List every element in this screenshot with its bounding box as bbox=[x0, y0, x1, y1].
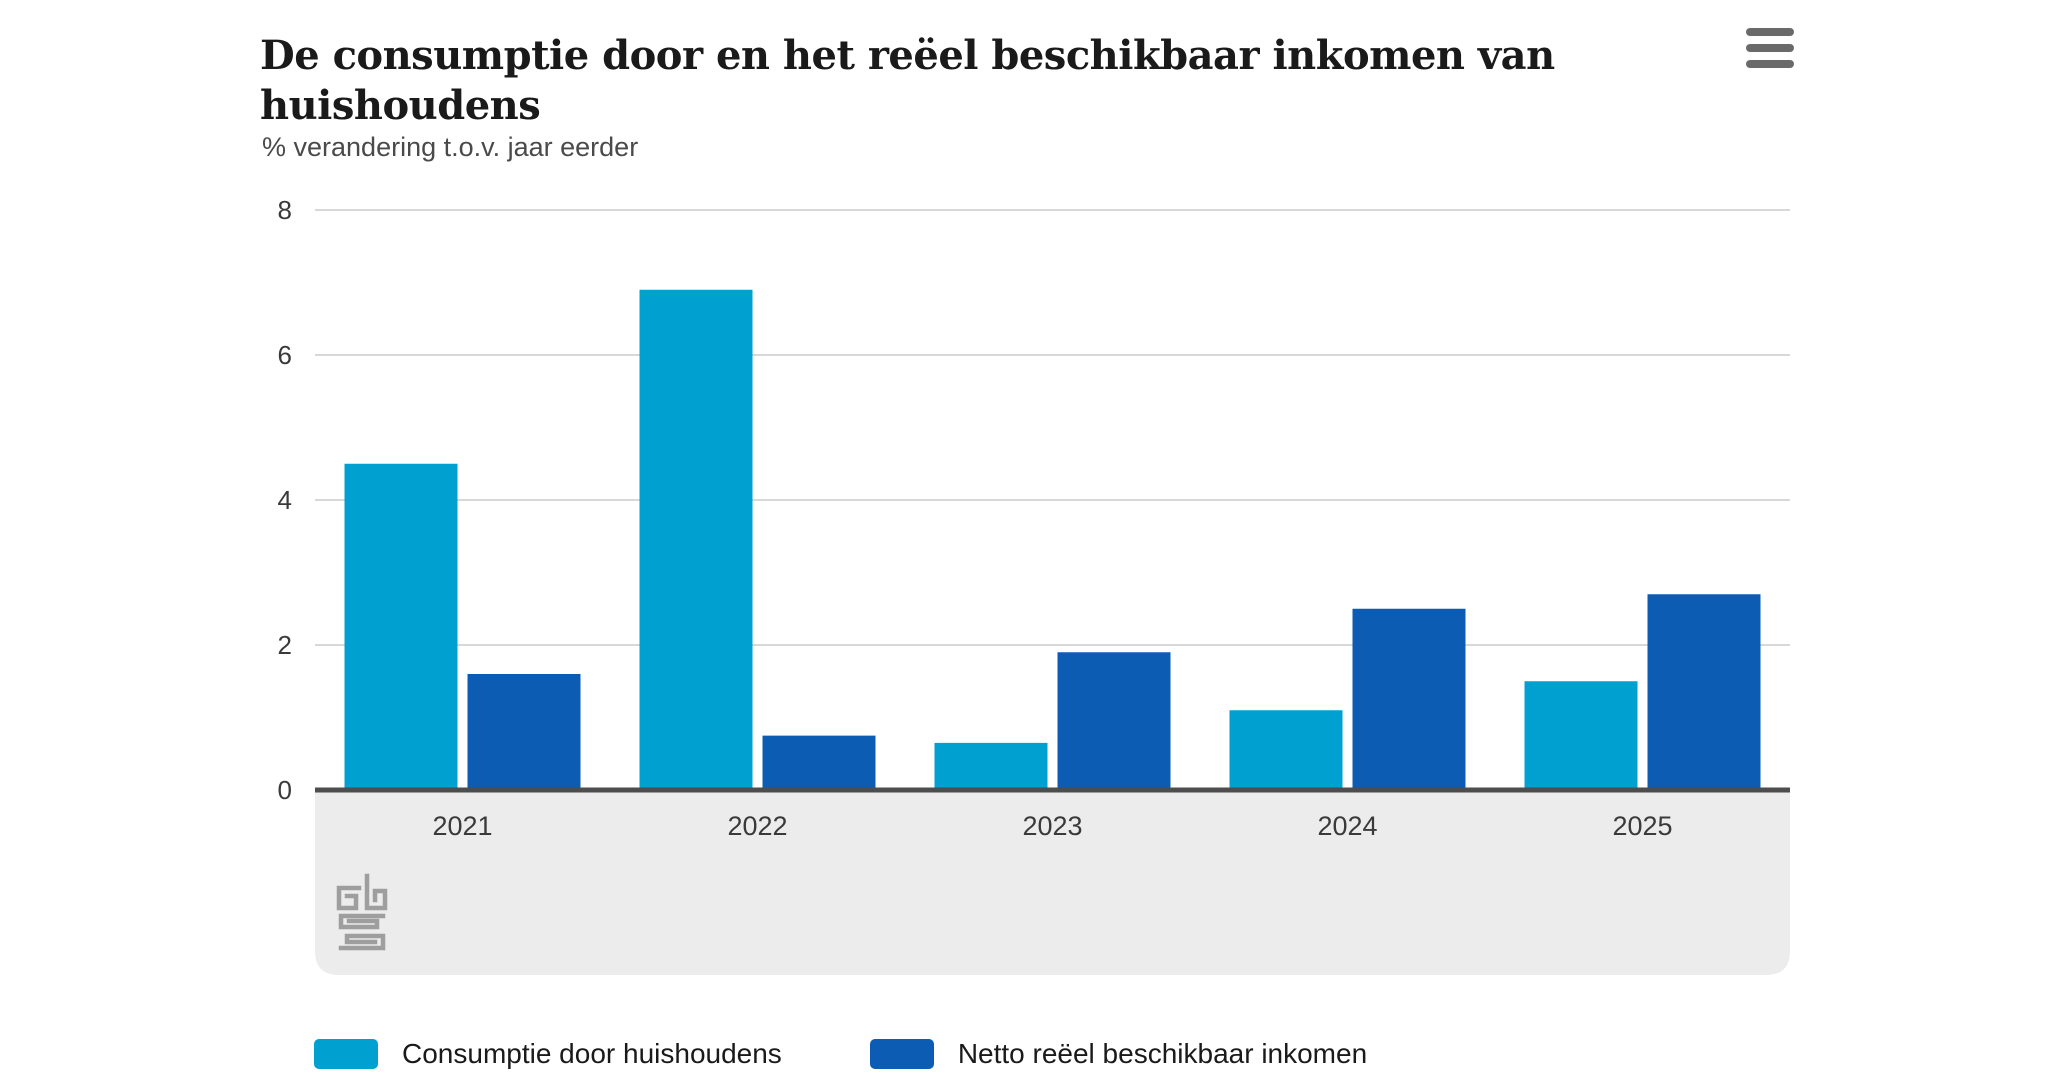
bar-2021-inkomen[interactable] bbox=[467, 674, 581, 790]
chart-subtitle: % verandering t.o.v. jaar eerder bbox=[262, 132, 639, 162]
bar-2024-consumptie[interactable] bbox=[1229, 710, 1343, 790]
x-category-label: 2023 bbox=[1022, 811, 1082, 841]
bar-2025-consumptie[interactable] bbox=[1524, 681, 1638, 790]
legend-label-consumptie: Consumptie door huishoudens bbox=[402, 1038, 782, 1069]
legend-swatch-inkomen-icon bbox=[869, 1039, 934, 1069]
legend-label-inkomen: Netto reëel beschikbaar inkomen bbox=[957, 1038, 1368, 1069]
bar-2021-consumptie[interactable] bbox=[344, 463, 458, 790]
y-tick-label: 0 bbox=[278, 775, 292, 805]
cbs-logo bbox=[336, 873, 388, 951]
hamburger-menu-icon bbox=[1746, 44, 1794, 52]
bar-2023-inkomen[interactable] bbox=[1057, 652, 1171, 790]
x-category-label: 2025 bbox=[1612, 811, 1672, 841]
x-category-label: 2021 bbox=[432, 811, 492, 841]
legend-item-consumptie[interactable]: Consumptie door huishoudens bbox=[314, 1038, 782, 1070]
bar-2022-inkomen[interactable] bbox=[762, 735, 876, 790]
bar-2025-inkomen[interactable] bbox=[1647, 594, 1761, 790]
menu-button[interactable] bbox=[1742, 24, 1798, 72]
legend-item-inkomen[interactable]: Netto reëel beschikbaar inkomen bbox=[869, 1038, 1368, 1070]
y-tick-label: 4 bbox=[278, 485, 292, 515]
bar-chart: 0 2 4 6 8 2021 2022 2023 2024 2025 bbox=[240, 180, 1800, 992]
legend-swatch-consumptie-icon bbox=[314, 1039, 378, 1069]
x-category-label: 2022 bbox=[727, 811, 787, 841]
bar-2022-consumptie[interactable] bbox=[639, 289, 753, 790]
x-axis-band bbox=[315, 790, 1790, 975]
hamburger-menu-icon bbox=[1746, 60, 1794, 68]
y-tick-label: 6 bbox=[278, 340, 292, 370]
bar-chart-svg: 0 2 4 6 8 2021 2022 2023 2024 2025 bbox=[278, 195, 1790, 975]
legend: Consumptie door huishoudens Netto reëel … bbox=[314, 1038, 1367, 1070]
bar-2023-consumptie[interactable] bbox=[934, 742, 1048, 790]
hamburger-menu-icon bbox=[1746, 28, 1794, 36]
bar-2024-inkomen[interactable] bbox=[1352, 608, 1466, 790]
y-tick-label: 8 bbox=[278, 195, 292, 225]
chart-title: De consumptie door en het reëel beschikb… bbox=[260, 31, 1555, 129]
y-tick-label: 2 bbox=[278, 630, 292, 660]
x-category-label: 2024 bbox=[1317, 811, 1377, 841]
